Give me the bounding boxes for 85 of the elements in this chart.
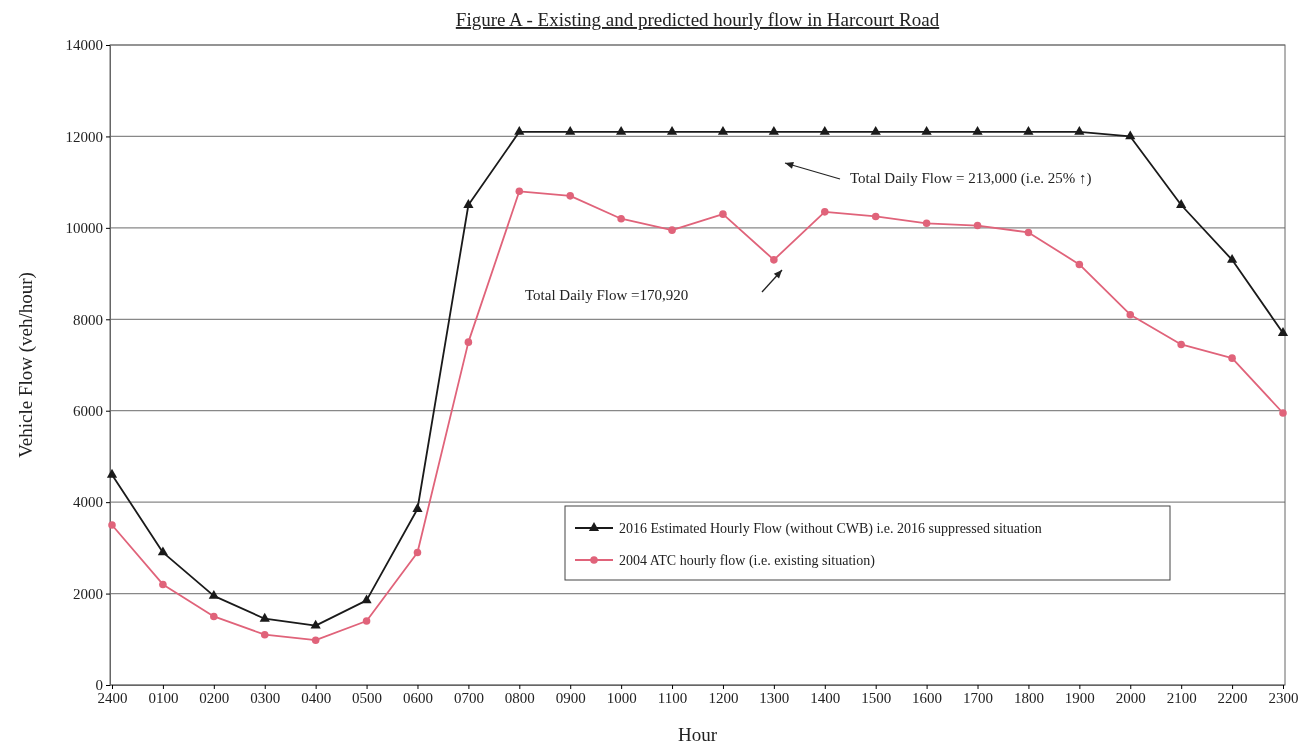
x-tick-label: 0100	[148, 689, 179, 706]
x-tick-label: 0800	[504, 689, 535, 706]
point	[770, 256, 778, 264]
x-tick-label: 0900	[555, 689, 586, 706]
point	[210, 612, 218, 621]
point	[1228, 354, 1236, 362]
annotation: Total Daily Flow = 213,000 (i.e. 25% ↑)	[850, 170, 1092, 187]
annotation: Total Daily Flow =170,920	[525, 287, 689, 303]
x-tick-label: 1700	[963, 689, 994, 706]
point	[871, 212, 880, 221]
point	[719, 210, 727, 218]
point	[208, 589, 219, 599]
y-tick-label: 10000	[65, 220, 103, 237]
point	[1279, 409, 1287, 417]
point	[1023, 125, 1034, 135]
point	[921, 125, 932, 135]
point	[1074, 125, 1085, 135]
y-tick-label: 2000	[73, 585, 103, 602]
y-tick-label: 6000	[73, 403, 103, 420]
chart-title: Figure A - Existing and predicted hourly flow in Harcourt Road	[455, 9, 940, 30]
point	[617, 214, 625, 223]
point	[106, 468, 118, 478]
point	[515, 187, 524, 196]
point	[566, 192, 574, 200]
point	[821, 208, 829, 216]
point	[260, 630, 269, 639]
point	[972, 125, 983, 135]
point	[870, 125, 881, 135]
x-tick-label: 1300	[759, 689, 790, 706]
point	[159, 580, 167, 589]
point	[1125, 130, 1136, 140]
y-axis-title: Vehicle Flow (veh/hour)	[15, 272, 37, 458]
point	[310, 619, 321, 629]
x-tick-label: 0500	[352, 689, 383, 706]
x-tick-label: 1100	[657, 689, 688, 706]
y-tick-label: 14000	[65, 37, 103, 54]
x-tick-label: 1600	[912, 689, 943, 706]
point	[973, 221, 982, 230]
x-tick-label: 1400	[810, 689, 841, 706]
x-tick-label: 1900	[1064, 689, 1095, 706]
point	[108, 521, 116, 529]
x-tick-label: 2100	[1166, 689, 1197, 706]
x-axis-title: Hour	[677, 724, 718, 744]
point	[565, 125, 576, 135]
x-tick-label: 1000	[606, 689, 637, 706]
point	[1075, 260, 1084, 269]
point	[717, 125, 729, 135]
point	[463, 199, 474, 208]
point	[1226, 253, 1238, 263]
x-tick-label: 2200	[1217, 689, 1248, 706]
y-tick-label: 4000	[73, 494, 103, 511]
point	[922, 219, 931, 228]
point	[413, 548, 422, 557]
legend-label: 2016 Estimated Hourly Flow (without CWB) i.e. 2016 suppressed situation	[619, 521, 1042, 537]
point	[1126, 310, 1135, 319]
point	[157, 546, 169, 556]
y-tick-label: 12000	[65, 128, 103, 145]
x-tick-label: 0600	[402, 689, 433, 706]
point	[616, 125, 627, 135]
point	[1177, 340, 1185, 349]
point	[819, 125, 830, 135]
y-tick-label: 8000	[73, 311, 103, 328]
point	[1024, 228, 1033, 237]
point	[666, 125, 678, 135]
point	[464, 338, 473, 346]
x-tick-label: 2000	[1115, 689, 1146, 706]
point	[259, 612, 270, 622]
x-tick-label: 1200	[708, 689, 739, 706]
point	[311, 636, 320, 644]
point	[362, 617, 371, 625]
x-tick-label: 0300	[250, 689, 281, 706]
point	[1277, 327, 1289, 336]
point	[412, 503, 423, 512]
point	[668, 226, 676, 234]
x-tick-label: 0400	[301, 689, 332, 706]
point	[1176, 199, 1187, 208]
point	[768, 125, 779, 135]
x-tick-label: 0200	[199, 689, 230, 706]
point	[361, 594, 372, 604]
legend-label: 2004 ATC hourly flow (i.e. existing situation)	[619, 553, 876, 569]
x-tick-label: 2300	[1268, 689, 1299, 706]
point	[514, 125, 525, 135]
x-tick-label: 0700	[453, 689, 484, 706]
x-tick-label: 1500	[861, 689, 892, 706]
x-tick-label: 1800	[1013, 689, 1044, 706]
